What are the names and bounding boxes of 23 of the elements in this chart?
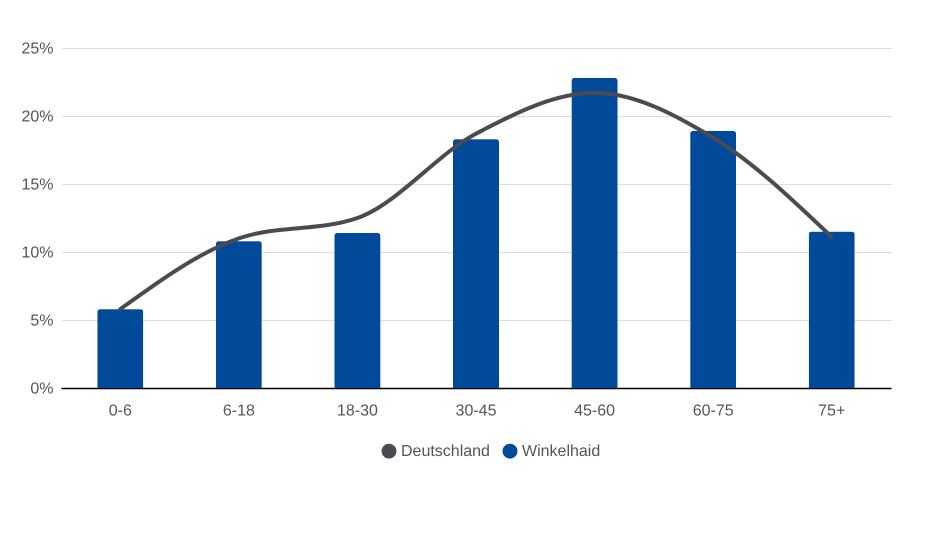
y-tick-label: 25% [21,40,54,58]
bar [572,78,618,388]
y-tick-label: 15% [21,176,54,194]
y-tick-label: 10% [21,244,54,262]
legend-label: Deutschland [401,443,490,460]
legend-label: Winkelhaid [522,443,600,460]
bar [690,130,736,388]
line-series [118,90,834,312]
bar [453,139,499,388]
bar [334,232,380,388]
bar [216,241,262,388]
bar [97,309,144,388]
bar [808,232,855,388]
y-tick-label: 20% [21,108,54,126]
x-tick-label: 45-60 [574,402,616,420]
x-tick-label: 0-6 [108,402,132,420]
y-tick-label: 5% [30,312,54,330]
y-tick-label: 0% [30,380,54,398]
x-tick-label: 60-75 [692,402,734,420]
x-tick-label: 6-18 [222,402,255,420]
x-tick-label: 30-45 [456,402,497,420]
x-tick-label: 75+ [818,402,846,420]
x-tick-label: 18-30 [336,402,378,420]
